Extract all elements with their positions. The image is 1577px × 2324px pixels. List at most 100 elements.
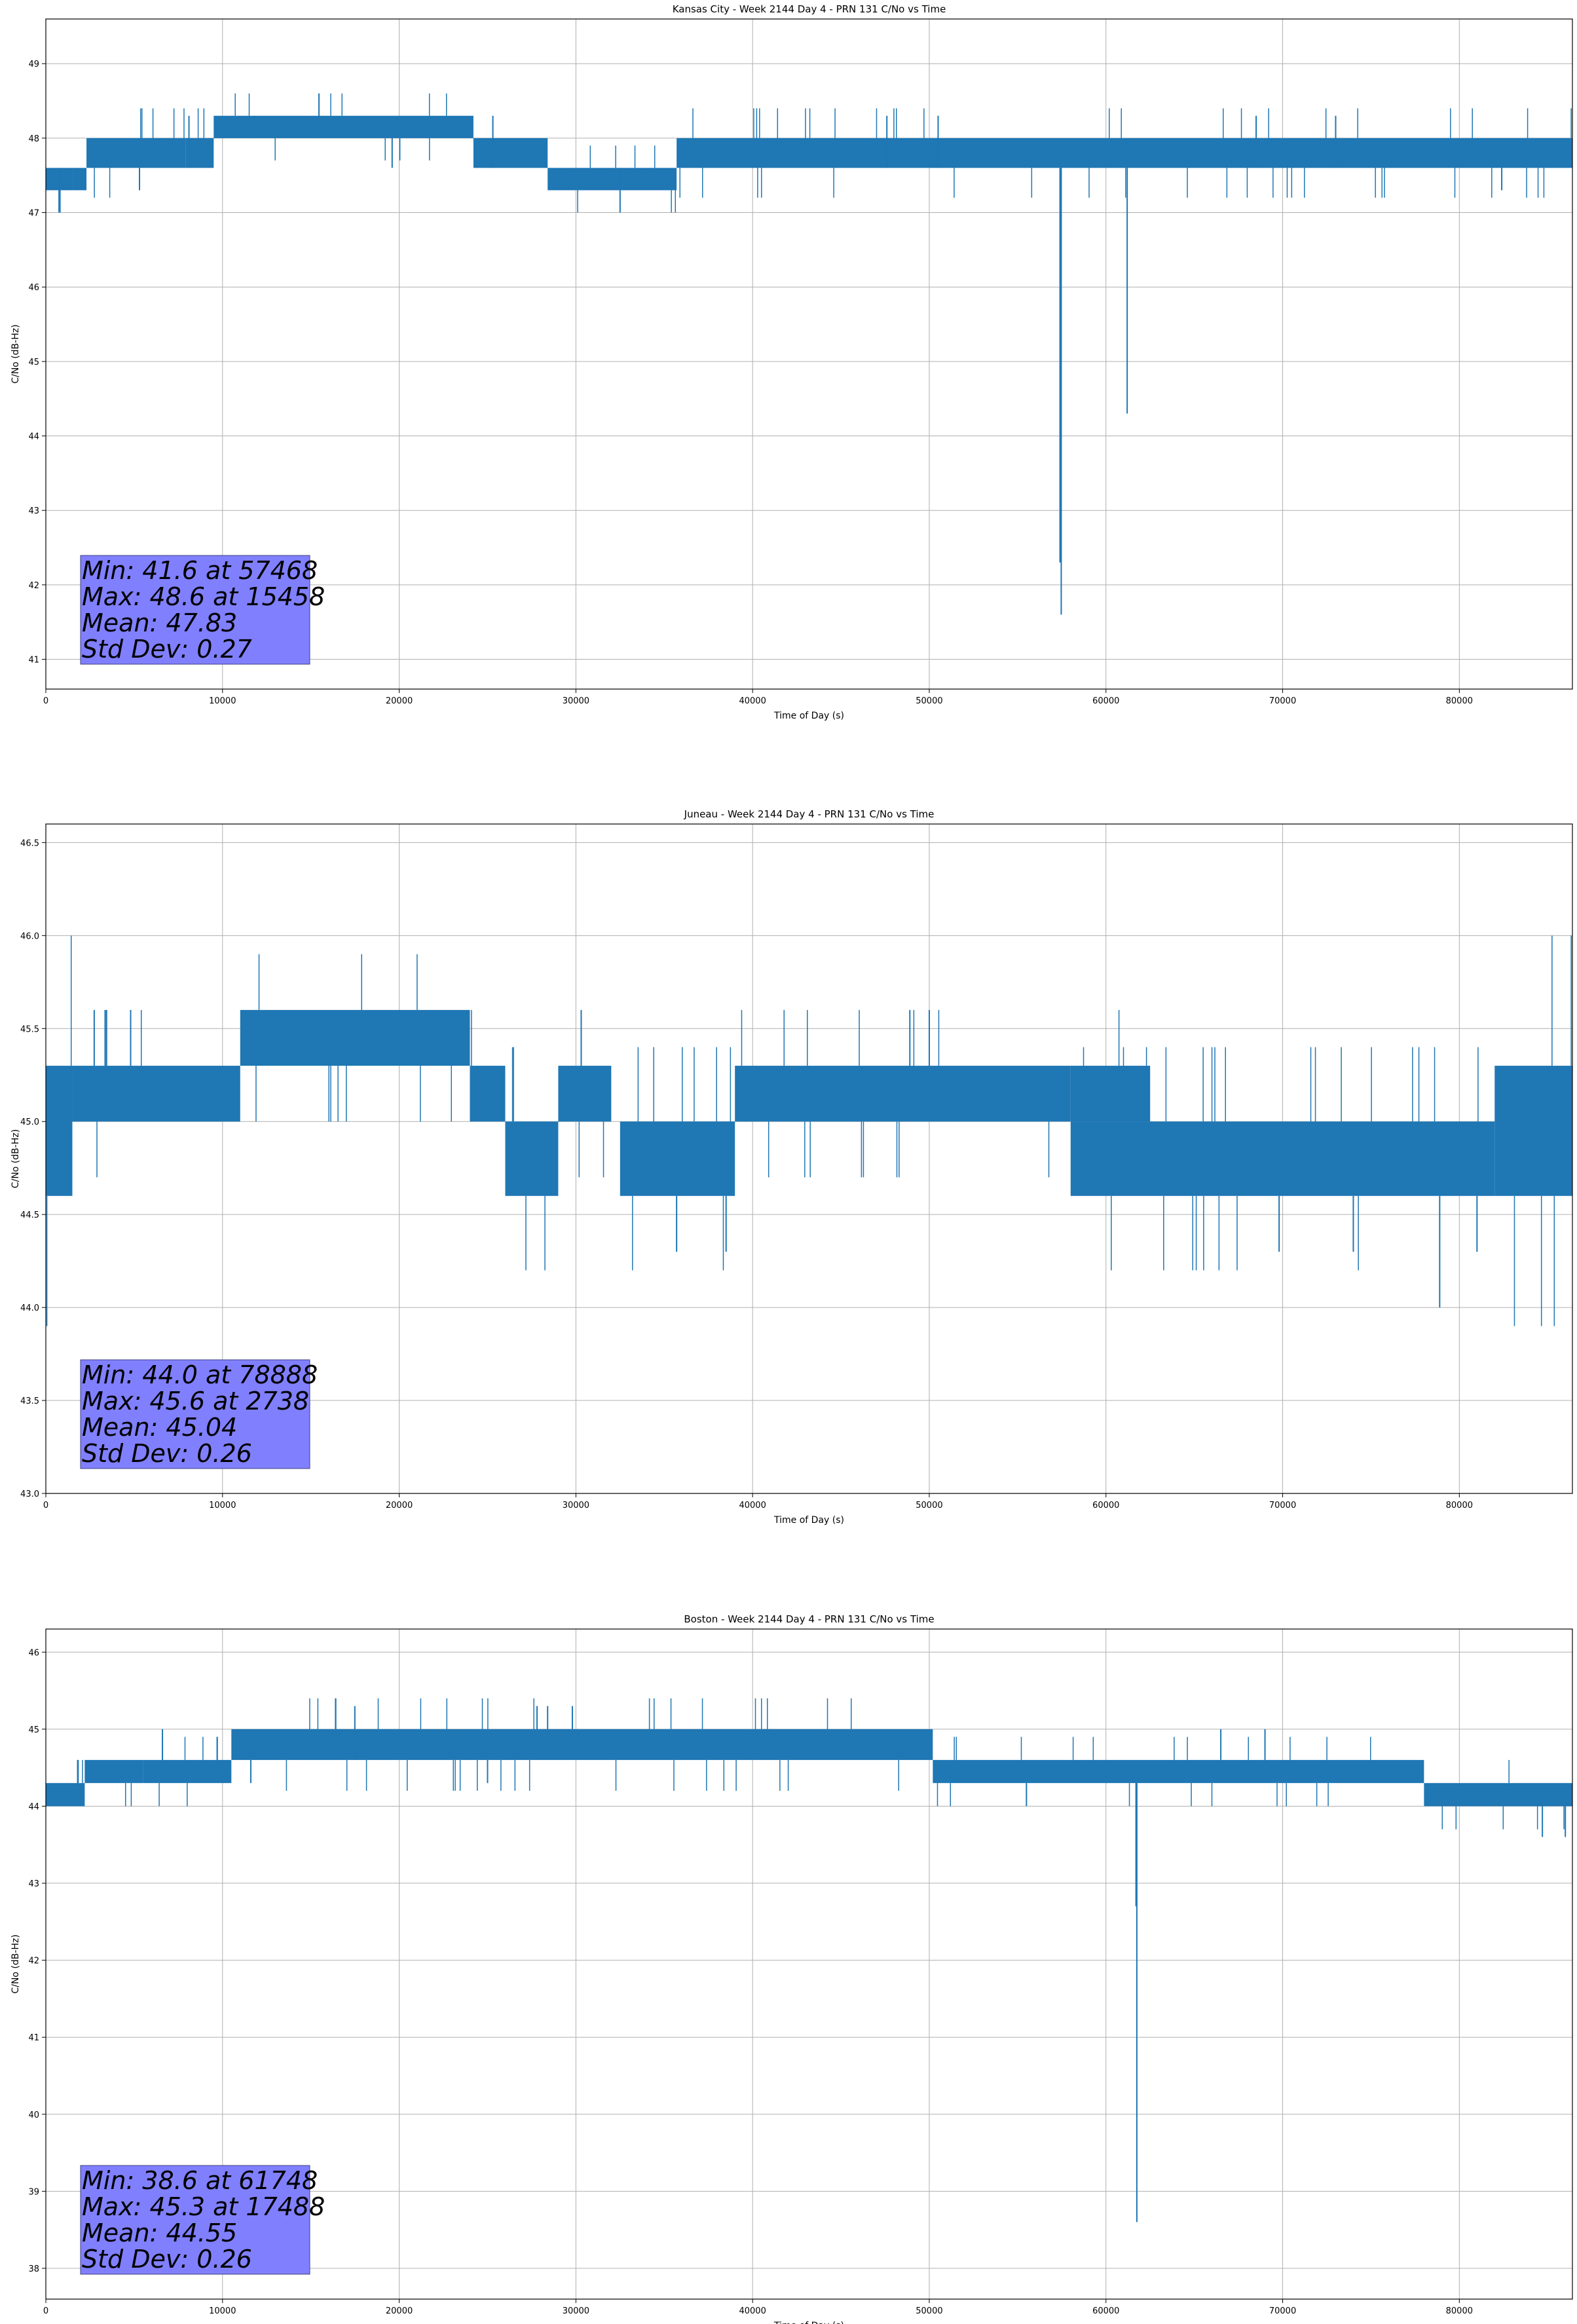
data-band — [143, 1759, 232, 1784]
x-tick-label: 50000 — [916, 2306, 942, 2316]
x-tick-label: 0 — [43, 696, 48, 706]
y-tick-label: 47 — [28, 209, 39, 219]
data-series — [46, 935, 1572, 1326]
stats-line: Std Dev: 0.26 — [82, 2245, 252, 2274]
x-tick-label: 30000 — [563, 2306, 589, 2316]
x-tick-label: 70000 — [1269, 1501, 1296, 1510]
x-tick-label: 0 — [43, 2306, 48, 2316]
stats-line: Std Dev: 0.27 — [82, 635, 252, 664]
data-band — [46, 1783, 85, 1807]
x-tick-label: 40000 — [739, 1501, 766, 1510]
chart-title: Boston - Week 2144 Day 4 - PRN 131 C/No … — [684, 1613, 934, 1625]
y-tick-label: 41 — [28, 656, 39, 665]
x-tick-label: 10000 — [209, 1501, 236, 1510]
data-band — [72, 168, 87, 191]
y-tick-label: 44 — [28, 432, 39, 442]
data-band — [185, 138, 214, 168]
axes-frame — [45, 18, 1573, 690]
y-tick-label: 46.0 — [20, 931, 39, 941]
y-tick-label: 44.0 — [20, 1303, 39, 1313]
stats-line: Min: 38.6 at 61748 — [82, 2166, 318, 2195]
data-band — [240, 1009, 470, 1066]
data-band — [558, 1066, 612, 1122]
data-band — [505, 1121, 559, 1196]
y-tick-label: 41 — [28, 2033, 39, 2043]
stats-line: Min: 41.6 at 57468 — [82, 556, 318, 585]
y-tick-label: 40 — [28, 2110, 39, 2120]
stats-line: Mean: 47.83 — [82, 609, 237, 637]
data-series — [46, 93, 1572, 615]
data-band — [46, 1066, 73, 1196]
x-tick-label: 60000 — [1092, 696, 1119, 706]
data-band — [473, 138, 548, 168]
axes-frame — [45, 823, 1573, 1494]
chart-panel-1: Kansas City - Week 2144 Day 4 - PRN 131 … — [10, 3, 1573, 721]
data-band — [1494, 1066, 1572, 1196]
x-tick-label: 30000 — [563, 1501, 589, 1510]
y-tick-label: 42 — [28, 1957, 39, 1966]
y-tick-label: 43 — [28, 506, 39, 516]
x-tick-label: 10000 — [209, 2306, 236, 2316]
y-tick-label: 44 — [28, 1802, 39, 1812]
stats-box-background — [80, 2165, 310, 2275]
data-band — [84, 1759, 143, 1784]
stats-line: Min: 44.0 at 78888 — [82, 1360, 318, 1389]
y-tick-label: 45 — [28, 1725, 39, 1735]
data-band — [72, 1066, 240, 1122]
chart-panel-2: Juneau - Week 2144 Day 4 - PRN 131 C/No … — [10, 808, 1573, 1526]
chart-title: Juneau - Week 2144 Day 4 - PRN 131 C/No … — [684, 808, 935, 820]
data-band — [547, 168, 677, 191]
data-band — [1424, 1783, 1572, 1807]
x-tick-label: 60000 — [1092, 2306, 1119, 2316]
chart-title: Kansas City - Week 2144 Day 4 - PRN 131 … — [673, 3, 946, 15]
data-band — [46, 168, 73, 191]
chart-panel-3: Boston - Week 2144 Day 4 - PRN 131 C/No … — [10, 1613, 1573, 2324]
data-band — [1070, 1066, 1151, 1122]
y-tick-label: 43.0 — [20, 1490, 39, 1499]
data-series — [46, 1698, 1572, 2222]
x-axis-label: Time of Day (s) — [773, 2321, 844, 2324]
y-tick-label: 45.0 — [20, 1117, 39, 1127]
y-tick-label: 45.5 — [20, 1024, 39, 1034]
x-tick-label: 60000 — [1092, 1501, 1119, 1510]
x-tick-label: 50000 — [916, 696, 942, 706]
y-tick-label: 39 — [28, 2187, 39, 2197]
x-axis-label: Time of Day (s) — [773, 711, 844, 721]
y-tick-label: 45 — [28, 358, 39, 367]
stats-box-background — [80, 1359, 310, 1469]
x-tick-label: 40000 — [739, 2306, 766, 2316]
y-tick-label: 44.5 — [20, 1210, 39, 1220]
y-tick-label: 38 — [28, 2264, 39, 2274]
y-tick-label: 46.5 — [20, 838, 39, 848]
data-band — [231, 1729, 933, 1760]
data-band — [735, 1066, 1071, 1122]
stats-line: Mean: 44.55 — [82, 2219, 237, 2247]
data-band — [213, 115, 473, 138]
x-tick-label: 0 — [43, 1501, 48, 1510]
x-tick-label: 20000 — [386, 1501, 413, 1510]
y-tick-label: 46 — [28, 1648, 39, 1658]
y-tick-label: 48 — [28, 134, 39, 144]
data-band — [677, 138, 1572, 168]
data-band — [86, 138, 186, 168]
stats-line: Std Dev: 0.26 — [82, 1439, 252, 1468]
x-tick-label: 40000 — [739, 696, 766, 706]
x-tick-label: 30000 — [563, 696, 589, 706]
y-tick-label: 43.5 — [20, 1396, 39, 1406]
stats-line: Max: 45.6 at 2738 — [82, 1387, 309, 1415]
x-axis-label: Time of Day (s) — [773, 1515, 844, 1526]
x-tick-label: 70000 — [1269, 2306, 1296, 2316]
y-axis-label: C/No (dB-Hz) — [10, 1129, 21, 1188]
y-tick-label: 43 — [28, 1879, 39, 1889]
data-band — [620, 1121, 735, 1196]
y-tick-label: 46 — [28, 283, 39, 293]
x-tick-label: 70000 — [1269, 696, 1296, 706]
stats-box-background — [80, 555, 310, 665]
x-tick-label: 10000 — [209, 696, 236, 706]
y-tick-label: 42 — [28, 581, 39, 591]
x-tick-label: 50000 — [916, 1501, 942, 1510]
